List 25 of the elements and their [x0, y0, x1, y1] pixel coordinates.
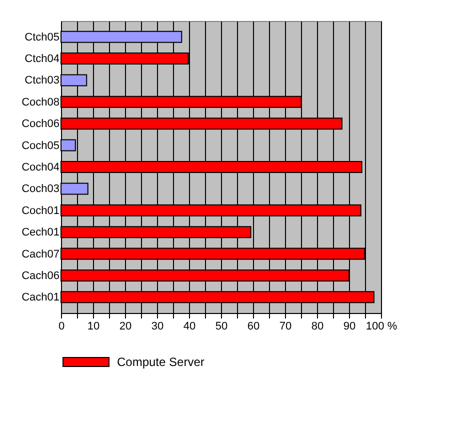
x-tick-label: 50	[215, 320, 228, 332]
x-tick-label: 40	[183, 320, 196, 332]
y-tick-label: Coch05	[22, 140, 60, 152]
y-tick-label: Coch03	[22, 183, 60, 196]
x-tick-label: 70	[279, 320, 292, 332]
x-tick-label: 60	[247, 320, 260, 332]
y-tick-label: Coch01	[22, 204, 60, 217]
y-tick-label: Ctch04	[24, 53, 60, 66]
legend-label: Compute Server	[117, 355, 204, 369]
y-tick-label: Coch04	[22, 162, 60, 174]
x-tick-label: 10	[87, 320, 100, 332]
y-tick-label: Ctch05	[24, 31, 60, 44]
x-tick-label: 30	[151, 320, 164, 332]
x-tick-label: 90	[343, 320, 356, 332]
y-tick-label: Coch08	[22, 96, 60, 108]
y-tick-label: Cech01	[22, 226, 60, 239]
x-tick-label: 80	[311, 320, 324, 332]
y-tick-label: Coch06	[22, 118, 60, 130]
y-tick-label: Cach07	[22, 248, 60, 260]
y-tick-label: Ctch03	[24, 74, 60, 87]
y-tick-label: Cach06	[22, 270, 60, 282]
x-tick-label: 20	[119, 320, 132, 332]
x-tick-label: 100 %	[366, 320, 398, 332]
x-tick-label: 0	[58, 320, 65, 332]
y-tick-label: Cach01	[22, 292, 60, 304]
